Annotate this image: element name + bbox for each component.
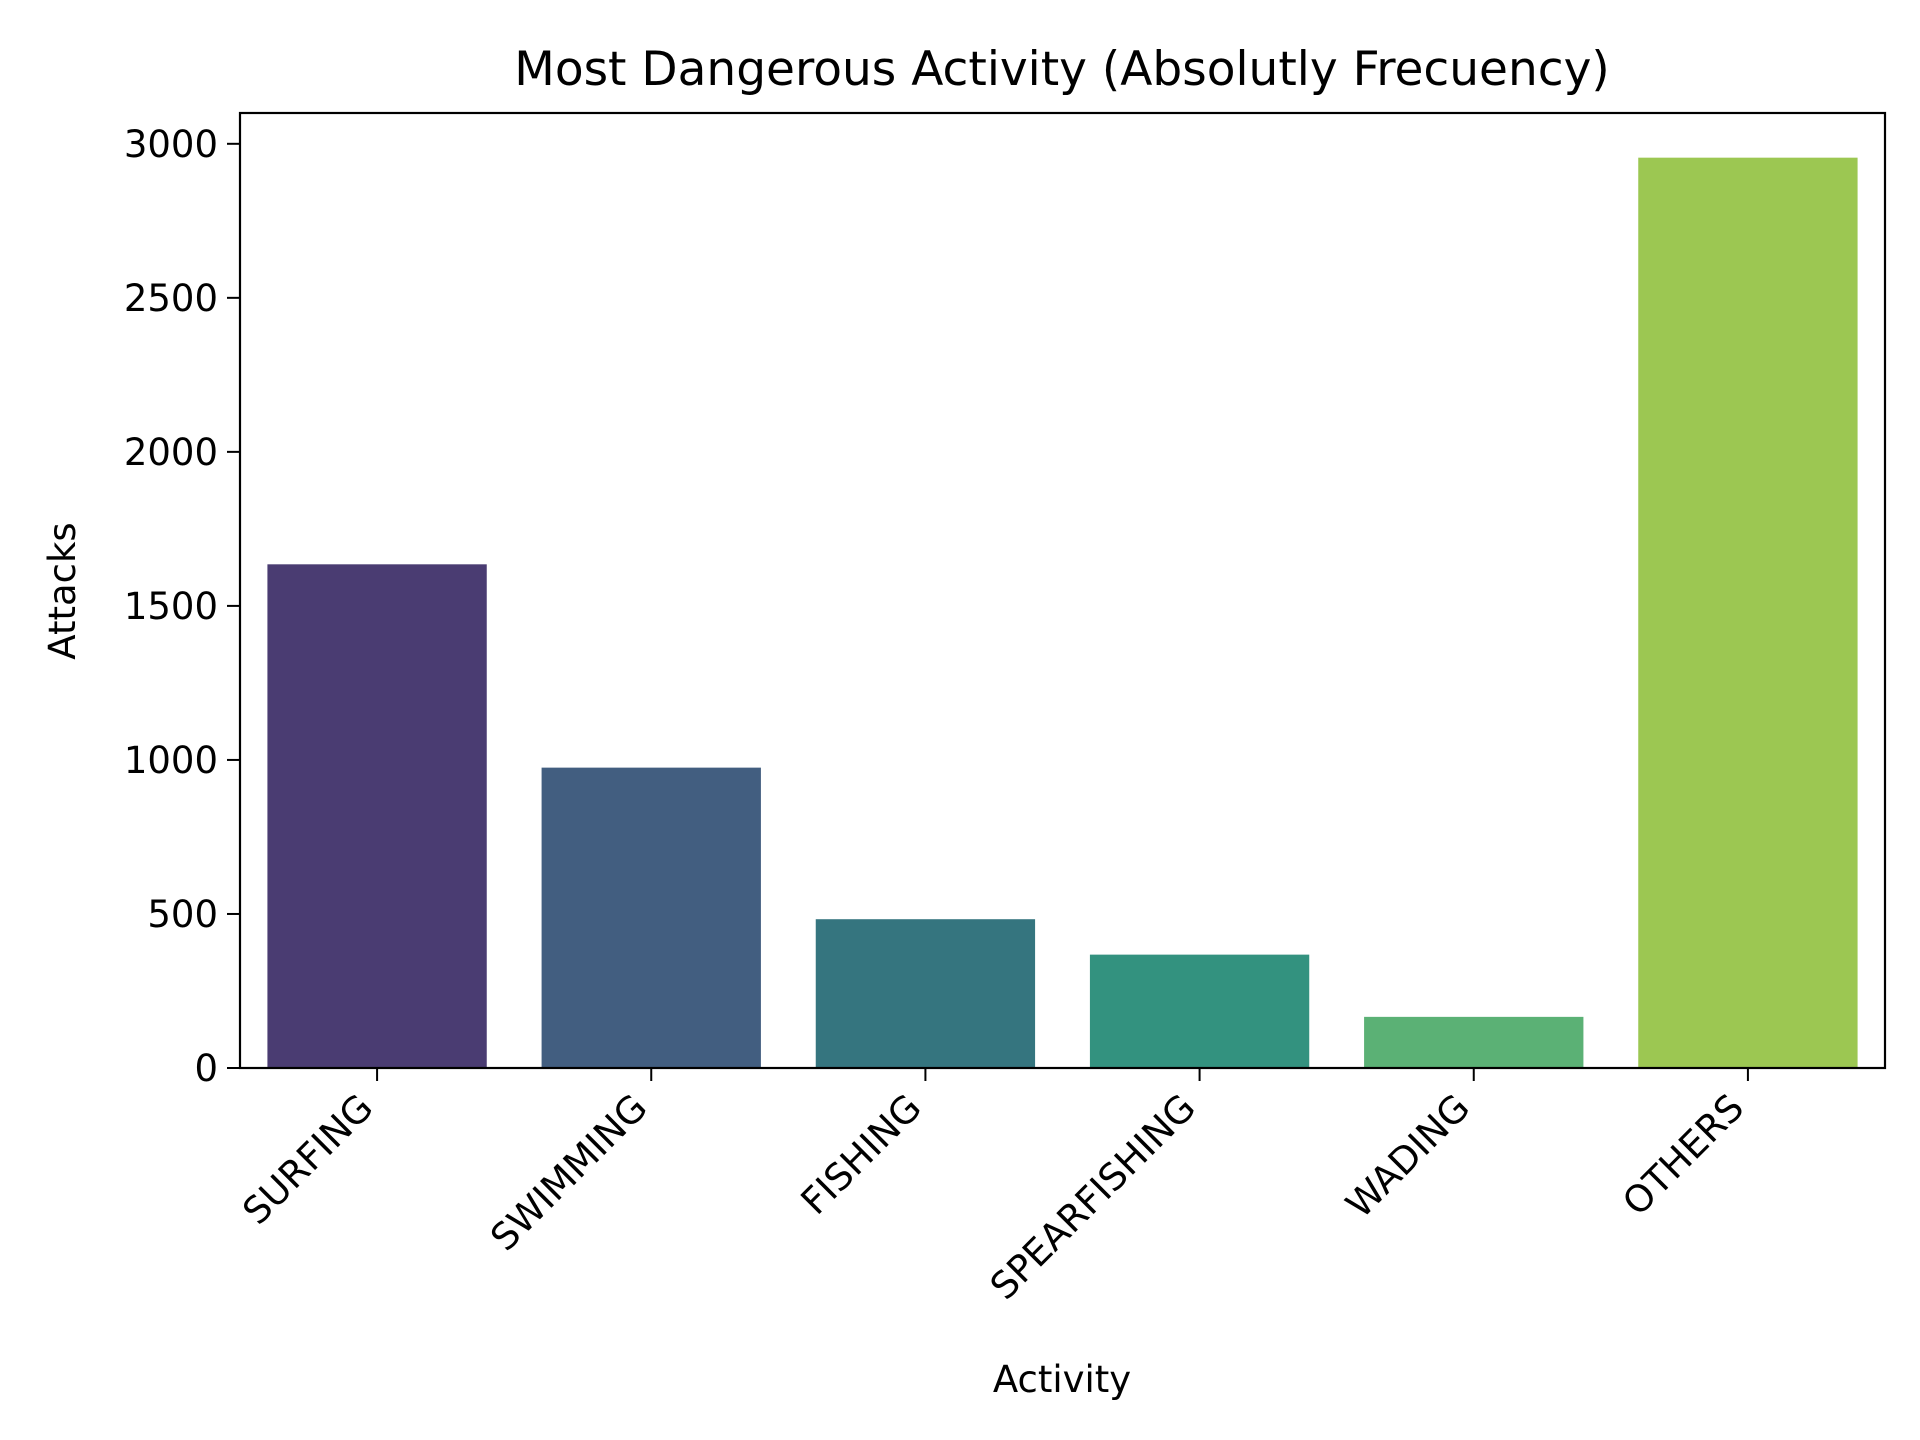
x-tick-label: OTHERS <box>1614 1086 1752 1224</box>
chart-title: Most Dangerous Activity (Absolutly Frecu… <box>514 42 1609 97</box>
x-tick-label: SPEARFISHING <box>982 1086 1204 1308</box>
y-axis: 0 500 1000 1500 2000 2500 3000 <box>124 123 240 1090</box>
y-tick-label: 2500 <box>124 277 218 320</box>
x-tick-label: FISHING <box>793 1086 930 1223</box>
bar-fishing <box>815 919 1036 1068</box>
bars-group <box>267 157 1858 1068</box>
y-tick-label: 500 <box>147 893 218 936</box>
y-tick-label: 1500 <box>124 585 218 628</box>
x-axis: SURFING SWIMMING FISHING SPEARFISHING WADING… <box>234 1068 1752 1308</box>
plot-frame <box>238 111 1887 1070</box>
y-tick-label: 2000 <box>124 431 218 474</box>
bar-spearfishing <box>1089 954 1310 1068</box>
bar-others <box>1638 157 1858 1068</box>
y-axis-label: Attacks <box>41 522 84 659</box>
x-tick-label: SURFING <box>234 1086 381 1233</box>
y-tick-label: 3000 <box>124 123 218 166</box>
y-tick-label: 0 <box>194 1047 218 1090</box>
x-tick-label: WADING <box>1338 1086 1478 1226</box>
x-tick-label: SWIMMING <box>482 1086 655 1259</box>
x-axis-label: Activity <box>993 1358 1131 1401</box>
plot-area: 0 500 1000 1500 2000 2500 3000 SURFING SWIMMING… <box>124 111 1887 1308</box>
y-tick-label: 1000 <box>124 739 218 782</box>
bar-wading <box>1364 1016 1584 1068</box>
bar-surfing <box>267 564 487 1068</box>
bar-swimming <box>541 767 761 1068</box>
